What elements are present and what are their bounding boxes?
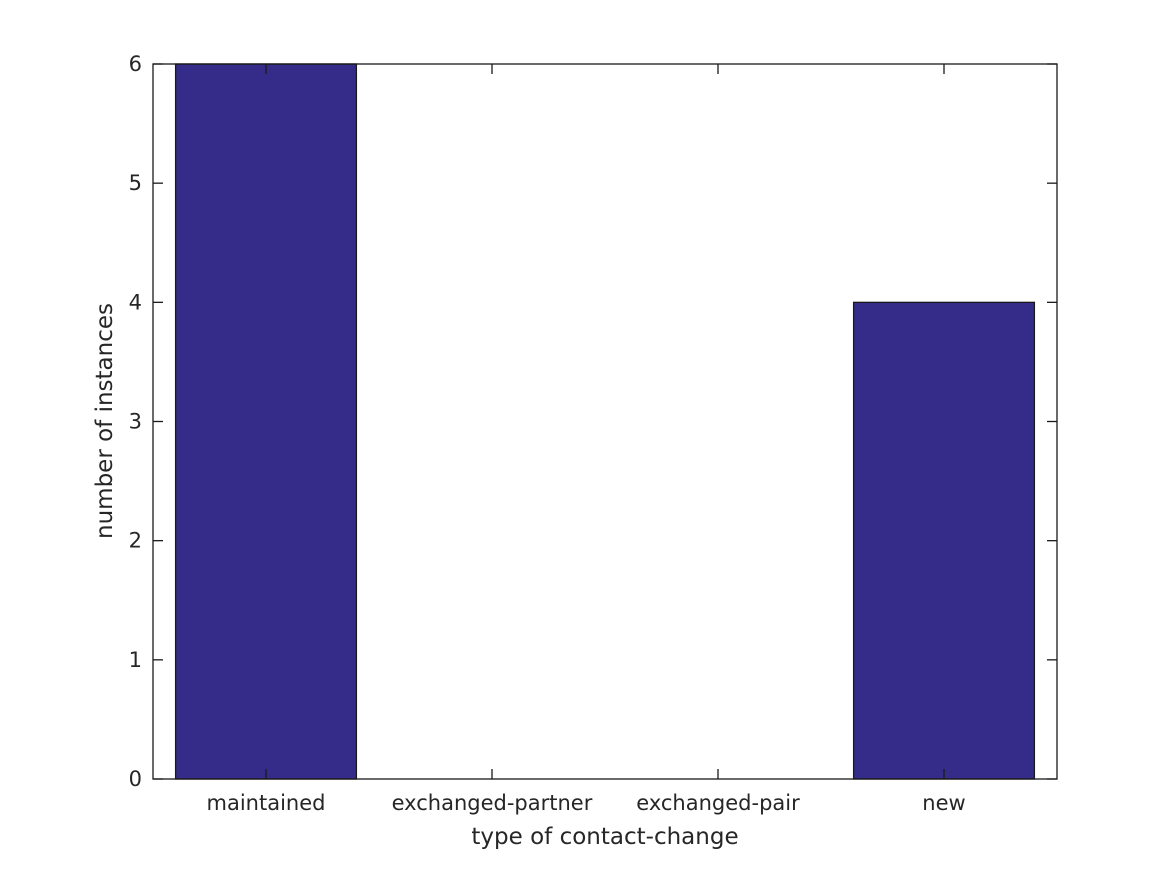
- ytick-label: 1: [129, 648, 142, 672]
- ytick-label: 3: [129, 410, 142, 434]
- ticks-group: [153, 63, 1057, 780]
- y-axis-label: number of instances: [92, 303, 118, 539]
- bar-new: [852, 301, 1036, 780]
- bars-group: [174, 63, 1036, 780]
- xtick-label: new: [922, 791, 965, 815]
- ytick-label: 0: [129, 767, 142, 791]
- ytick-label: 6: [129, 52, 142, 76]
- bar-maintained: [174, 63, 358, 780]
- xtick-label: exchanged-partner: [392, 791, 593, 815]
- ytick-label: 4: [129, 290, 142, 314]
- ytick-label: 5: [129, 171, 142, 195]
- x-axis-label: type of contact-change: [471, 824, 738, 850]
- xtick-label: maintained: [207, 791, 326, 815]
- xtick-label: exchanged-pair: [636, 791, 800, 815]
- xtick-labels-group: maintained exchanged-partner exchanged-pai…: [207, 791, 966, 815]
- ytick-labels-group: 0 1 2 3 4 5 6: [129, 52, 142, 791]
- ytick-label: 2: [129, 529, 142, 553]
